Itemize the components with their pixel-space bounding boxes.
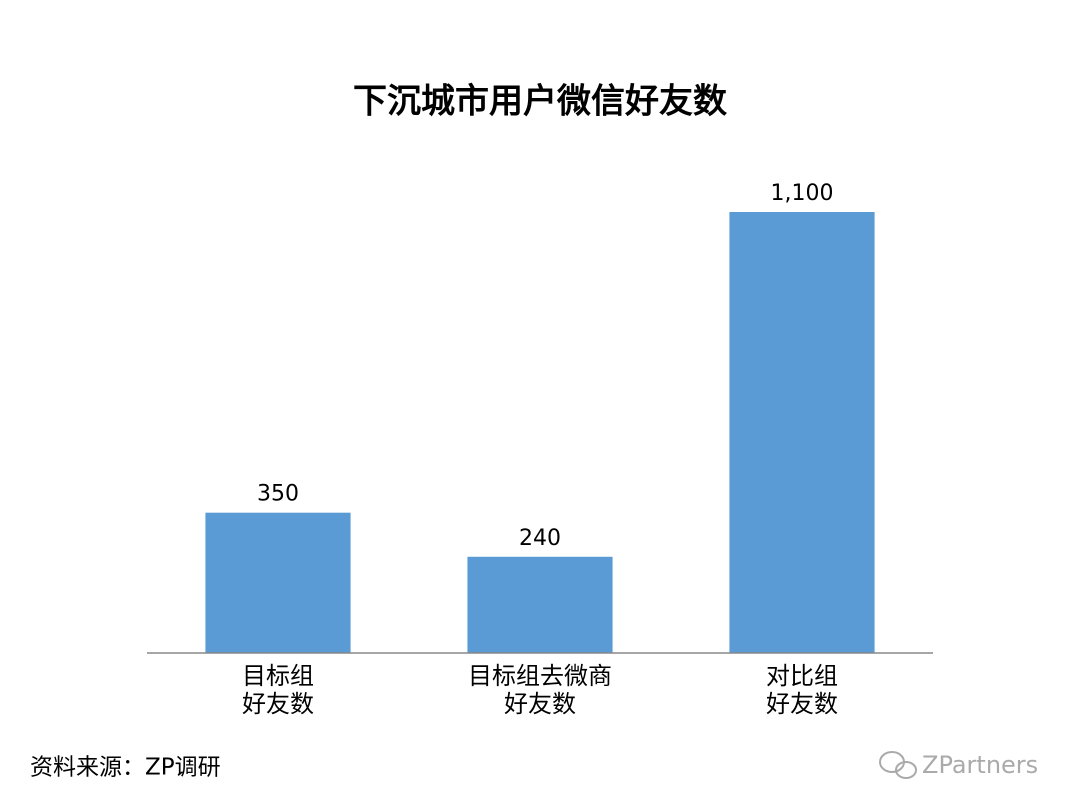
- x-tick-label: 好友数: [766, 690, 838, 718]
- watermark-icon: [879, 751, 917, 779]
- value-label: 240: [519, 526, 561, 551]
- value-label: 1,100: [771, 181, 834, 206]
- x-tick-label: 好友数: [504, 690, 576, 718]
- bar: [729, 212, 875, 653]
- bar: [205, 512, 351, 653]
- value-label: 350: [257, 482, 299, 507]
- x-tick-label: 目标组去微商: [468, 662, 612, 690]
- watermark: ZPartners: [922, 751, 1038, 779]
- source-note: 资料来源：ZP调研: [30, 755, 221, 781]
- x-tick-label: 对比组: [766, 662, 838, 690]
- x-tick-label: 好友数: [242, 690, 314, 718]
- x-tick-label: 目标组: [242, 662, 314, 690]
- chart-title: 下沉城市用户微信好友数: [353, 82, 727, 122]
- bar: [467, 556, 613, 653]
